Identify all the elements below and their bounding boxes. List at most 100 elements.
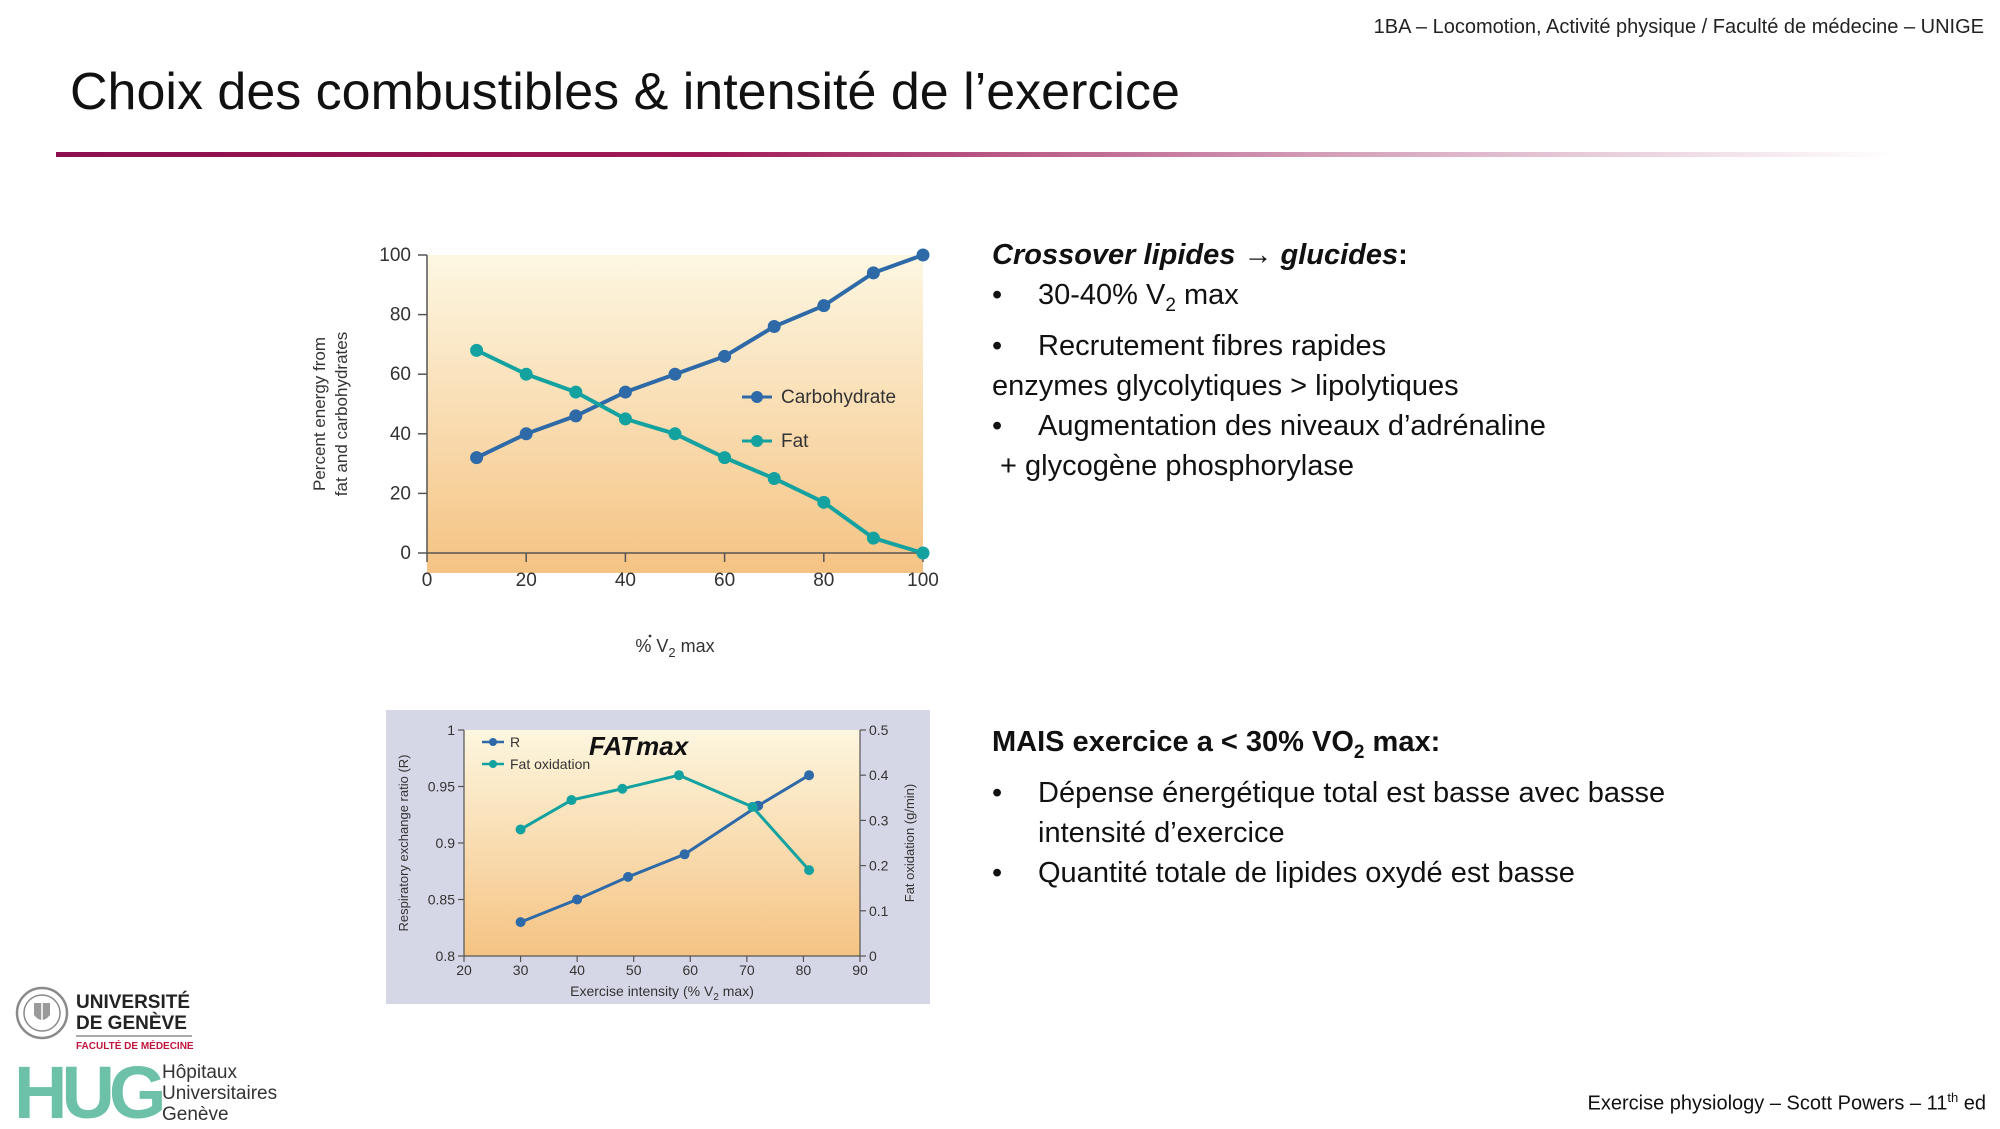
data-point-fat — [866, 531, 880, 545]
y-axis-label-line1: Percent energy from — [310, 337, 329, 491]
data-point-fat-oxidation — [804, 865, 815, 876]
y-tick-label: 0 — [400, 543, 411, 564]
y-tick-label: 60 — [390, 364, 411, 385]
left-tick-label: 0.85 — [428, 892, 455, 908]
data-point-fat — [668, 427, 682, 441]
data-point-r — [804, 770, 815, 781]
footer-post: ed — [1958, 1092, 1986, 1115]
data-point-fat-oxidation — [566, 795, 577, 806]
chart-fatmax: 0.8 0.85 0.9 0.95 1 0 0.1 0.2 0.3 0.4 0.5 20 30 40 50 6… — [386, 710, 930, 1004]
data-point-carbohydrate — [519, 427, 533, 441]
bullet-icon: • — [992, 776, 1003, 809]
mais-heading-sub: 2 — [1353, 741, 1365, 763]
bullet-depense-line1: Dépense énergétique total est basse avec… — [1038, 776, 1666, 809]
right-tick-label: 0.4 — [869, 767, 889, 783]
mais-heading-post: max: — [1364, 726, 1441, 758]
x-tick-label-2: 70 — [739, 962, 755, 978]
legend: Carbohydrate Fat — [742, 387, 896, 452]
left-tick-label: 0.9 — [436, 835, 456, 851]
continuation-enzymes: enzymes glycolytiques > lipolytiques — [992, 369, 1459, 402]
crossover-heading: Crossover lipides → glucides: — [992, 235, 1546, 275]
x-tick-label-2: 50 — [626, 962, 642, 978]
fatmax-annotation: FATmax — [589, 731, 690, 761]
bullet-adrenaline: • Augmentation des niveaux d’adrénaline — [992, 406, 1546, 446]
data-point-fat-oxidation — [617, 783, 628, 794]
x-axis-label-2: Exercise intensity (% V2 max) — [570, 983, 754, 1003]
bullet-vo2-post: max — [1175, 279, 1239, 311]
crossover-text-block: Crossover lipides → glucides: • 30-40% V2… — [992, 235, 1546, 486]
legend-carb-marker — [751, 391, 763, 403]
legend-fatox-marker — [489, 760, 497, 768]
legend-fatox-label: Fat oxidation — [510, 756, 590, 772]
continuation-glycogene: + glycogène phosphorylase — [992, 449, 1354, 482]
data-point-carbohydrate — [470, 451, 484, 465]
chart-fatmax-svg: 0.8 0.85 0.9 0.95 1 0 0.1 0.2 0.3 0.4 0.5 20 30 40 50 6… — [396, 722, 917, 1003]
footer-pre: Exercise physiology – Scott Powers – 11 — [1587, 1092, 1948, 1115]
series-line-fat — [475, 348, 924, 555]
header-note: 1BA – Locomotion, Activité physique / Fa… — [1373, 16, 1984, 38]
data-point-fat — [519, 367, 533, 381]
right-axis-label: Fat oxidation (g/min) — [902, 784, 917, 903]
series-line-r — [520, 773, 810, 924]
y-axis-label-line2: fat and carbohydrates — [332, 332, 351, 496]
bullet-icon: • — [992, 279, 1003, 311]
right-tick-label: 0.3 — [869, 812, 889, 828]
data-point-fat — [618, 412, 632, 426]
y-tick-label: 20 — [390, 483, 411, 504]
x-tick-label: 80 — [813, 570, 834, 591]
x-tick-label: 20 — [516, 570, 537, 591]
data-point-fat — [569, 385, 583, 399]
data-point-carbohydrate — [668, 367, 682, 381]
unige-seal-icon: UNIVERSITÉ DE GENÈVE FACULTÉ DE MÉDECINE — [15, 986, 194, 1052]
bullet-icon: • — [992, 409, 1003, 442]
x-tick-label: 40 — [615, 570, 636, 591]
series-line-fat-oxidation — [519, 773, 811, 872]
data-point-carbohydrate — [767, 320, 781, 334]
x-tick-label-2: 80 — [796, 962, 812, 978]
bullet-quantite-text: Quantité totale de lipides oxydé est bas… — [1038, 856, 1575, 889]
bullet-vo2: • 30-40% V2 max — [992, 275, 1546, 326]
data-point-fat — [767, 472, 781, 485]
x-tick-label: 100 — [907, 570, 939, 591]
series-line-carbohydrate — [475, 253, 924, 460]
x-tick-label-2: 40 — [569, 962, 585, 978]
y-tick-label: 40 — [390, 424, 411, 445]
bullet-quantite: • Quantité totale de lipides oxydé est ba… — [992, 853, 1665, 893]
data-point-r — [623, 871, 634, 882]
data-point-fat — [718, 451, 732, 465]
data-point-r — [572, 894, 583, 905]
right-tick-label: 0.2 — [869, 858, 889, 874]
data-point-fat-oxidation — [747, 801, 758, 812]
unige-line2: DE GENÈVE — [76, 1012, 187, 1034]
data-point-fat — [470, 343, 484, 357]
mais-heading: MAIS exercice a < 30% VO2 max: — [992, 722, 1665, 773]
data-point-r — [515, 917, 526, 928]
right-tick-label: 0.5 — [869, 722, 889, 738]
data-point-fat — [916, 546, 930, 560]
data-point-r — [679, 849, 690, 860]
x-tick-label-2: 30 — [513, 962, 529, 978]
x-tick-label: 60 — [714, 570, 735, 591]
slide-title: Choix des combustibles & intensité de l’… — [70, 63, 1180, 121]
heading-part-lipides: Crossover lipides — [992, 239, 1244, 271]
hug-logo-icon: HUG Hôpitaux Universitaires Genève — [14, 1051, 277, 1129]
chart-crossover: 0 20 40 60 80 100 0 20 40 60 80 100 Percent energy … — [295, 235, 955, 670]
data-point-fat — [817, 495, 831, 509]
y-tick-label: 80 — [390, 305, 411, 326]
hug-letters: HUG — [14, 1058, 162, 1124]
data-point-carbohydrate — [569, 409, 583, 423]
right-tick-label: 0 — [869, 948, 877, 964]
bullet-vo2-sub: 2 — [1165, 294, 1176, 316]
data-point-fat-oxidation — [673, 770, 684, 781]
left-tick-label: 0.95 — [428, 779, 455, 795]
bullet-icon: • — [992, 856, 1003, 889]
x-tick-label-2: 90 — [852, 962, 868, 978]
bullet-fibres-text: Recrutement fibres rapides — [1038, 329, 1387, 362]
hug-line1: Hôpitaux — [162, 1062, 237, 1083]
data-point-carbohydrate — [916, 248, 930, 262]
plot-area — [427, 255, 923, 573]
legend-r-label: R — [510, 734, 520, 750]
bullet-fibres: • Recrutement fibres rapides — [992, 326, 1546, 366]
right-tick-label: 0.1 — [869, 903, 889, 919]
vdot-mark — [648, 634, 652, 638]
